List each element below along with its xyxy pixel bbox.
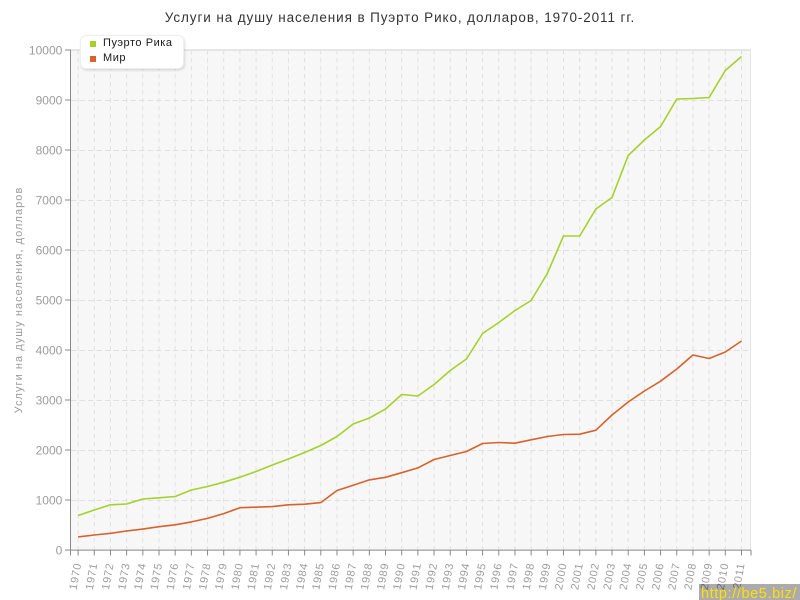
svg-text:2000: 2000 [553, 562, 570, 591]
svg-text:2009: 2009 [699, 562, 716, 591]
svg-text:2001: 2001 [569, 562, 586, 591]
svg-text:1997: 1997 [505, 562, 522, 591]
svg-text:6000: 6000 [36, 243, 63, 257]
svg-text:Услуги на душу населения в Пуэ: Услуги на душу населения в Пуэрто Рико, … [165, 10, 635, 25]
svg-text:1994: 1994 [456, 562, 473, 591]
svg-text:1998: 1998 [521, 562, 538, 591]
svg-text:2003: 2003 [602, 562, 619, 591]
svg-text:1992: 1992 [424, 562, 441, 591]
svg-text:1995: 1995 [472, 562, 489, 591]
svg-text:2006: 2006 [650, 562, 667, 591]
svg-text:2011: 2011 [731, 562, 747, 590]
svg-text:2005: 2005 [634, 562, 651, 591]
svg-text:1993: 1993 [440, 562, 457, 591]
svg-text:1973: 1973 [116, 562, 133, 591]
svg-text:10000: 10000 [29, 43, 63, 57]
svg-text:2007: 2007 [666, 562, 683, 591]
svg-text:1975: 1975 [149, 562, 166, 591]
svg-text:2002: 2002 [585, 562, 602, 591]
svg-text:Услуги на душу населения, долл: Услуги на душу населения, долларов [13, 187, 25, 414]
svg-text:5000: 5000 [36, 293, 63, 307]
svg-text:1984: 1984 [294, 562, 311, 591]
svg-text:1970: 1970 [68, 562, 85, 591]
svg-text:1982: 1982 [262, 562, 279, 591]
svg-text:7000: 7000 [36, 193, 63, 207]
svg-text:1980: 1980 [229, 562, 246, 591]
svg-text:1990: 1990 [391, 562, 408, 591]
svg-text:1981: 1981 [246, 562, 263, 591]
svg-text:1988: 1988 [359, 562, 376, 591]
svg-text:1989: 1989 [375, 562, 392, 591]
svg-text:1996: 1996 [488, 562, 505, 591]
svg-text:1986: 1986 [327, 562, 344, 591]
svg-text:1985: 1985 [310, 562, 327, 591]
svg-text:2008: 2008 [683, 562, 700, 591]
svg-text:2000: 2000 [36, 443, 63, 457]
svg-text:8000: 8000 [36, 143, 63, 157]
svg-text:1987: 1987 [343, 562, 360, 591]
svg-text:1999: 1999 [537, 562, 554, 591]
svg-text:1983: 1983 [278, 562, 295, 591]
svg-text:1977: 1977 [181, 562, 198, 591]
svg-text:3000: 3000 [36, 393, 63, 407]
svg-text:1976: 1976 [165, 562, 182, 591]
svg-text:1974: 1974 [132, 562, 149, 591]
svg-text:1972: 1972 [100, 562, 117, 591]
svg-text:2004: 2004 [618, 562, 635, 591]
svg-text:1991: 1991 [407, 562, 424, 591]
svg-text:0: 0 [56, 543, 63, 557]
svg-text:1979: 1979 [213, 562, 230, 591]
svg-text:1000: 1000 [36, 493, 63, 507]
svg-text:4000: 4000 [36, 343, 63, 357]
svg-text:2010: 2010 [715, 562, 732, 591]
svg-text:1978: 1978 [197, 562, 214, 591]
svg-text:9000: 9000 [36, 93, 63, 107]
svg-text:1971: 1971 [84, 562, 101, 591]
